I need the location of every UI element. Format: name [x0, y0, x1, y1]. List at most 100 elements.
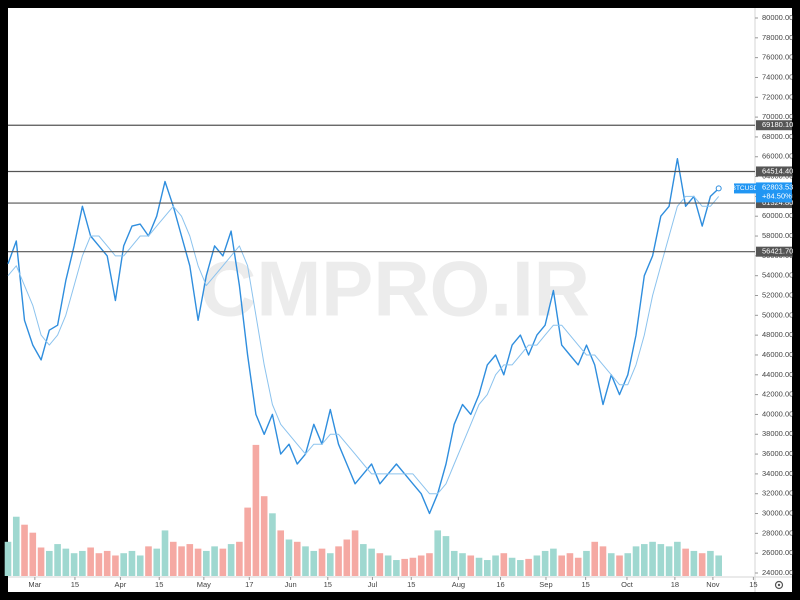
symbol-label-bg: [734, 183, 756, 194]
volume-bar: [690, 550, 698, 576]
volume-bar: [169, 541, 177, 576]
volume-bar: [112, 555, 119, 576]
y-tick-label: 72000.00: [762, 92, 793, 101]
volume-bar: [326, 553, 334, 576]
volume-bar: [533, 555, 541, 576]
symbol-label: BTCUSD: [732, 185, 759, 192]
volume-bar: [426, 553, 433, 576]
x-tick-label: Jul: [368, 580, 378, 589]
x-tick-label: 15: [324, 580, 332, 589]
x-tick-label: Oct: [621, 580, 634, 589]
volume-bar: [616, 555, 623, 576]
y-tick-label: 36000.00: [762, 449, 793, 458]
y-tick-label: 80000.00: [762, 13, 793, 22]
volume-bar: [442, 536, 450, 576]
x-tick-label: 15: [71, 580, 79, 589]
x-tick-label: Nov: [706, 580, 720, 589]
volume-bar: [211, 546, 218, 576]
volume-bar: [417, 555, 425, 576]
volume-bar: [682, 548, 689, 576]
y-tick-label: 28000.00: [762, 528, 793, 537]
y-tick-label: 30000.00: [762, 509, 793, 518]
volume-bar: [343, 539, 351, 576]
y-tick-label: 58000.00: [762, 231, 793, 240]
volume-bar: [409, 557, 417, 576]
volume-bar: [128, 550, 136, 576]
volume-bar: [467, 555, 475, 576]
volume-bar: [599, 546, 607, 576]
plot-area: CMPRO.IR: [4, 157, 722, 576]
volume-bar: [475, 557, 483, 576]
level-label: 69180.10: [762, 120, 793, 129]
volume-bar: [607, 553, 615, 576]
y-tick-label: 78000.00: [762, 33, 793, 42]
volume-bar: [674, 541, 681, 576]
volume-bar: [351, 530, 359, 576]
x-tick-label: 18: [671, 580, 679, 589]
last-price-bg: [756, 182, 792, 203]
level-label-bg: [756, 120, 792, 131]
volume-bar: [641, 544, 648, 576]
x-tick-label: Aug: [452, 580, 465, 589]
volume-bar: [698, 553, 706, 576]
y-tick-label: 60000.00: [762, 211, 793, 220]
volume-bar: [285, 539, 293, 576]
y-tick-label: 34000.00: [762, 469, 793, 478]
volume-bar: [54, 544, 61, 576]
level-label: 61324.80: [762, 198, 793, 207]
last-price-label: 62803.53: [762, 182, 793, 191]
volume-bar: [227, 544, 235, 576]
volume-bar: [21, 524, 28, 576]
y-tick-label: 76000.00: [762, 53, 793, 62]
volume-bar: [293, 541, 301, 576]
y-tick-label: 74000.00: [762, 72, 793, 81]
settings-icon[interactable]: [774, 580, 784, 590]
volume-bar: [161, 530, 169, 576]
volume-bar: [178, 546, 185, 576]
volume-bar: [384, 555, 392, 576]
volume-bar: [244, 507, 251, 576]
volume-bar: [632, 546, 640, 576]
volume-bar: [153, 548, 161, 576]
volume-bar: [12, 516, 20, 576]
volume-bar: [87, 547, 94, 576]
volume-bar: [79, 550, 86, 576]
moving-average-line: [7, 195, 720, 495]
x-tick-label: 15: [155, 580, 163, 589]
y-tick-label: 32000.00: [762, 489, 793, 498]
volume-bar: [707, 550, 714, 576]
volume-bar: [574, 557, 582, 576]
volume-bar: [186, 544, 194, 576]
volume-bar: [37, 547, 45, 576]
y-tick-label: 40000.00: [762, 409, 793, 418]
volume-bar: [393, 560, 400, 576]
settings-gear[interactable]: [774, 580, 784, 590]
volume-bar: [624, 553, 632, 576]
volume-bar: [665, 546, 673, 576]
y-tick-label: 50000.00: [762, 310, 793, 319]
volume-bar: [508, 557, 516, 576]
x-tick-label: May: [197, 580, 211, 589]
volume-bar: [360, 544, 367, 576]
volume-bar: [715, 555, 722, 576]
volume-bar: [492, 555, 499, 576]
volume-bar: [368, 548, 375, 576]
x-tick-label: 17: [245, 580, 253, 589]
settings-gear-center[interactable]: [777, 583, 781, 587]
level-label-bg: [756, 198, 792, 209]
x-tick-label: Jun: [285, 580, 297, 589]
volume-bar: [649, 541, 656, 576]
y-tick-label: 42000.00: [762, 390, 793, 399]
volume-bar: [310, 550, 318, 576]
volume-bar: [136, 555, 144, 576]
change-label: +84.50%: [762, 191, 792, 200]
volume-bar: [145, 546, 152, 576]
volume-bar: [203, 550, 210, 576]
volume-bar: [500, 553, 508, 576]
y-tick-label: 26000.00: [762, 548, 793, 557]
volume-bar: [459, 553, 466, 576]
volume-bar: [29, 532, 37, 576]
x-tick-label: 15: [407, 580, 415, 589]
volume-bar: [219, 548, 227, 576]
